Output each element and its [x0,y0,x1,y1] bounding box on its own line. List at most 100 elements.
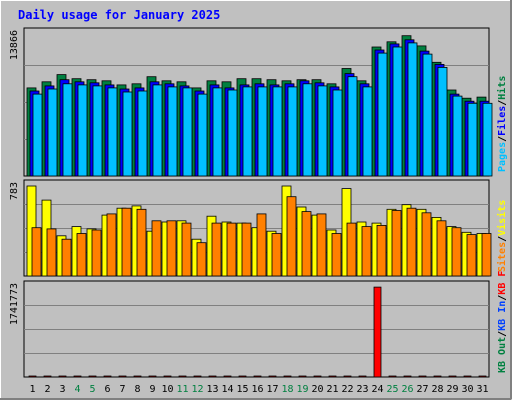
bar-pages-day-30 [467,102,478,177]
x-tick-label: 18 [281,384,293,395]
bar-pages-day-26 [407,42,418,177]
bar-pages-day-17 [272,86,283,177]
bar-sites-day-23 [361,226,372,277]
bar-pages-day-18 [287,86,298,177]
bar-sites-day-13 [211,222,222,277]
panel-visits-sites: 783 Sites/Visits [9,179,508,277]
bar-kb-f-day-8 [133,375,142,378]
bar-pages-day-9 [152,84,163,177]
x-tick-label: 22 [341,384,353,395]
bar-kb-f-day-18 [283,375,292,378]
x-tick-label: 26 [401,384,413,395]
legend-entry: / [497,236,508,242]
x-tick-label: 10 [161,384,173,395]
x-tick-label: 11 [176,384,188,395]
x-tick-label: 31 [476,384,488,395]
legend-entry: / [497,331,508,337]
bar-sites-day-15 [241,222,252,277]
bar-kb-f-day-1 [28,375,37,378]
bar-kb-f-day-31 [478,375,487,378]
bar-kb-f-day-26 [403,375,412,378]
y-max-label: 13866 [9,30,20,60]
x-tick-label: 19 [296,384,308,395]
legend-entry: KB In [497,301,508,331]
bar-sites-day-14 [226,222,237,277]
bar-sites-day-16 [256,213,267,277]
bar-sites-day-21 [331,233,342,277]
bar-pages-day-2 [47,88,58,177]
bar-sites-day-28 [436,220,447,277]
bar-pages-day-3 [62,83,73,177]
bar-sites-day-25 [391,210,402,277]
legend-entry: / [497,136,508,142]
bar-sites-day-2 [46,228,57,277]
legend: Pages/Files/Hits [496,76,508,172]
bar-sites-day-24 [376,224,387,277]
bar-sites-day-8 [136,208,147,277]
legend: KB Out/KB In/KB F [497,271,508,373]
x-tick-label: 3 [59,384,65,395]
bar-pages-day-27 [422,53,433,177]
bar-pages-day-31 [482,102,493,177]
bar-kb-f-day-10 [163,375,172,378]
bar-kb-f-day-24 [373,286,382,378]
bar-pages-day-20 [317,85,328,177]
bar-pages-day-13 [212,87,223,177]
bar-pages-day-12 [197,93,208,177]
x-tick-label: 28 [431,384,443,395]
bar-kb-f-day-15 [238,375,247,378]
bar-kb-f-day-20 [313,375,322,378]
x-tick-label: 8 [134,384,140,395]
x-tick-label: 7 [119,384,125,395]
x-tick-label: 16 [251,384,263,395]
legend-entry: Pages [497,142,508,172]
x-tick-label: 4 [74,384,80,395]
bar-kb-f-day-7 [118,375,127,378]
x-tick-label: 1 [29,384,35,395]
bar-kb-f-day-14 [223,375,232,378]
bar-sites-day-29 [451,227,462,277]
bar-sites-day-9 [151,220,162,277]
bar-sites-day-22 [346,222,357,277]
legend-entry: KB F [497,271,508,295]
bar-kb-f-day-3 [58,375,67,378]
bar-kb-f-day-11 [178,375,187,378]
legend-entry: Visits [496,200,508,236]
bar-kb-f-day-27 [418,375,427,378]
bar-kb-f-day-25 [388,375,397,378]
y-max-label: 783 [9,182,20,200]
bar-pages-day-11 [182,87,193,177]
bar-pages-day-8 [137,90,148,177]
bar-kb-f-day-5 [88,375,97,378]
x-tick-label: 9 [149,384,155,395]
bar-pages-day-22 [347,76,358,177]
bar-kb-f-day-2 [43,375,52,378]
bar-pages-day-25 [392,46,403,177]
bar-pages-day-19 [302,83,313,177]
x-tick-label: 15 [236,384,248,395]
bar-sites-day-19 [301,211,312,277]
bar-sites-day-17 [271,233,282,277]
bar-pages-day-24 [377,52,388,177]
legend-entry: Files [496,106,508,136]
bar-pages-day-28 [437,67,448,177]
bar-sites-day-30 [466,234,477,277]
bar-kb-f-day-17 [268,375,277,378]
x-tick-label: 12 [191,384,203,395]
bar-sites-day-31 [481,233,492,277]
bar-sites-day-3 [61,238,72,277]
bar-pages-day-6 [107,87,118,177]
x-tick-label: 29 [446,384,458,395]
x-tick-label: 23 [356,384,368,395]
legend-entry: Hits [496,76,508,100]
y-max-label: 1741773 [9,283,20,325]
bar-pages-day-7 [122,91,133,177]
legend-entry: / [497,100,508,106]
bar-sites-day-27 [421,212,432,277]
bar-kb-f-day-16 [253,375,262,378]
bar-kb-f-day-22 [343,375,352,378]
bar-pages-day-15 [242,86,253,177]
